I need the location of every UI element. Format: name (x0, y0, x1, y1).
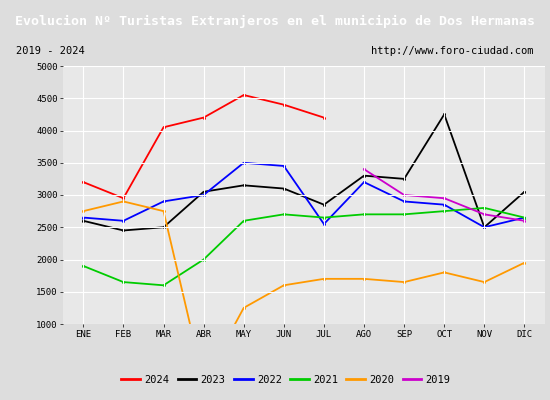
Text: http://www.foro-ciudad.com: http://www.foro-ciudad.com (371, 46, 534, 56)
Legend: 2024, 2023, 2022, 2021, 2020, 2019: 2024, 2023, 2022, 2021, 2020, 2019 (117, 371, 455, 389)
Text: 2019 - 2024: 2019 - 2024 (16, 46, 85, 56)
Text: Evolucion Nº Turistas Extranjeros en el municipio de Dos Hermanas: Evolucion Nº Turistas Extranjeros en el … (15, 15, 535, 28)
